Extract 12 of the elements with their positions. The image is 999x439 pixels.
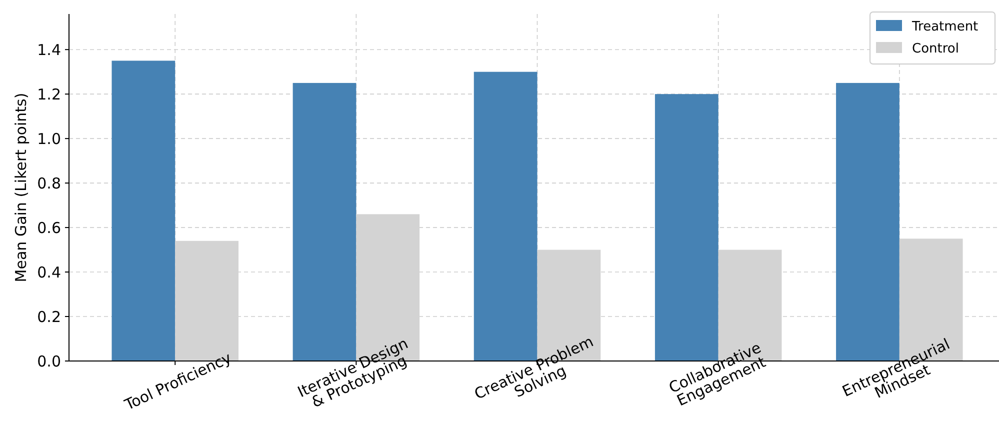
bar bbox=[474, 72, 538, 361]
y-tick-label: 0.4 bbox=[37, 263, 61, 282]
y-axis-title: Mean Gain (Likert points) bbox=[12, 92, 30, 282]
y-tick-label: 0.2 bbox=[37, 308, 61, 326]
legend-label: Treatment bbox=[911, 20, 978, 35]
y-tick-label: 0.8 bbox=[37, 174, 61, 192]
y-tick-label: 0.6 bbox=[37, 218, 61, 237]
y-tick-label: 1.0 bbox=[37, 130, 61, 148]
y-tick-label: 1.2 bbox=[37, 85, 61, 104]
y-tick-label: 0.0 bbox=[37, 352, 61, 370]
y-tick-label: 1.4 bbox=[37, 40, 61, 59]
legend-label: Control bbox=[912, 42, 959, 57]
